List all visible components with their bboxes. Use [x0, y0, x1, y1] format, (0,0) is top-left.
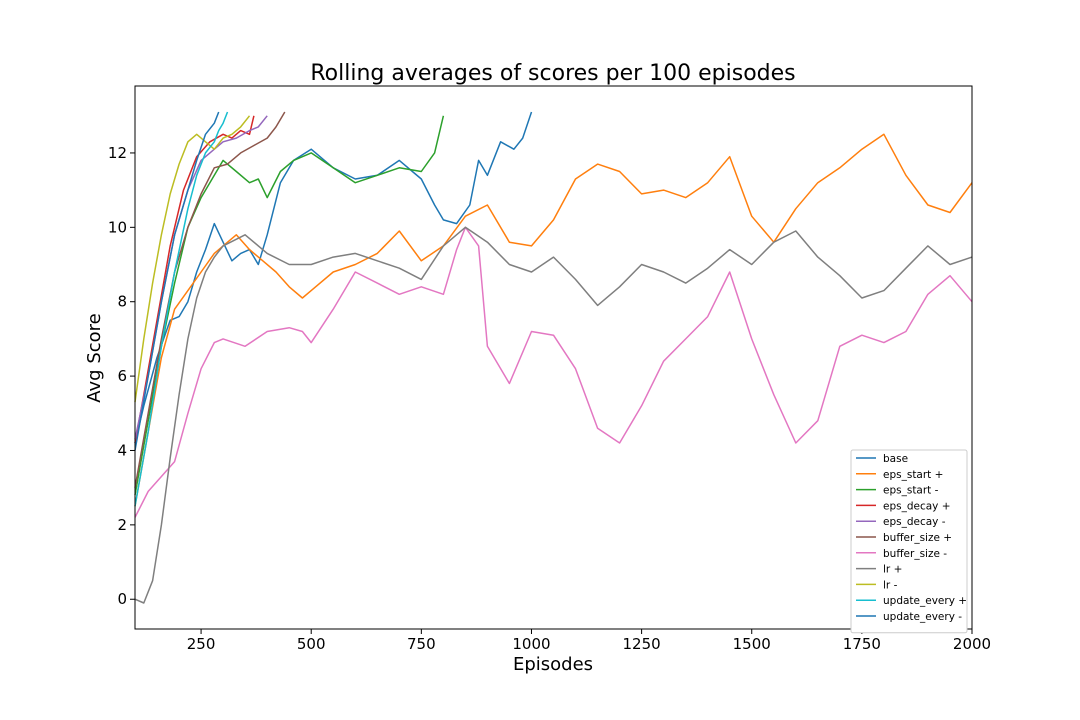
- y-axis-ticks: 0 2 4 6 8 10 12: [108, 144, 135, 608]
- legend-label: buffer_size -: [883, 548, 947, 560]
- series-line-8: [134, 115, 251, 403]
- legend-label: eps_start -: [883, 485, 939, 497]
- series-line-6: [134, 226, 973, 518]
- x-tick-label: 1500: [733, 635, 771, 653]
- legend-label: update_every -: [883, 611, 962, 623]
- y-tick-label: 10: [108, 218, 127, 236]
- legend-label: lr +: [883, 564, 902, 576]
- legend-box: [850, 449, 968, 634]
- x-tick-label: 250: [187, 635, 216, 653]
- series-line-9: [134, 111, 229, 507]
- series-line-3: [134, 115, 255, 444]
- x-tick-label: 1000: [512, 635, 550, 653]
- x-tick-label: 500: [297, 635, 326, 653]
- legend-label: eps_decay -: [883, 516, 946, 528]
- x-axis-label: Episodes: [513, 654, 593, 675]
- legend-label: eps_decay +: [883, 500, 951, 512]
- x-tick-label: 750: [407, 635, 436, 653]
- x-tick-label: 1750: [843, 635, 881, 653]
- series-line-7: [134, 226, 973, 604]
- series-line-10: [134, 111, 220, 451]
- y-tick-label: 12: [108, 144, 127, 162]
- y-tick-label: 8: [117, 293, 127, 311]
- plot-frame: [134, 85, 973, 630]
- chart-title: Rolling averages of scores per 100 episo…: [310, 61, 795, 86]
- y-tick-label: 6: [117, 367, 127, 385]
- legend: base eps_start + eps_start - eps_decay + eps…: [850, 449, 968, 634]
- legend-label: base: [883, 453, 908, 465]
- legend-label: update_every +: [883, 595, 967, 607]
- legend-label: eps_start +: [883, 469, 943, 481]
- plot-lines: [134, 111, 973, 604]
- y-tick-label: 2: [117, 516, 127, 534]
- y-tick-label: 0: [117, 590, 127, 608]
- series-line-1: [134, 133, 973, 507]
- x-tick-label: 2000: [953, 635, 991, 653]
- y-tick-label: 4: [117, 441, 127, 459]
- legend-label: lr -: [883, 579, 898, 591]
- legend-label: buffer_size +: [883, 532, 952, 544]
- y-axis-label: Avg Score: [84, 313, 105, 402]
- series-line-2: [134, 115, 445, 496]
- series-line-5: [134, 111, 286, 488]
- x-tick-label: 1250: [623, 635, 661, 653]
- x-axis-ticks: 250 500 750 1000 1250 1500 1750 2000: [187, 629, 991, 653]
